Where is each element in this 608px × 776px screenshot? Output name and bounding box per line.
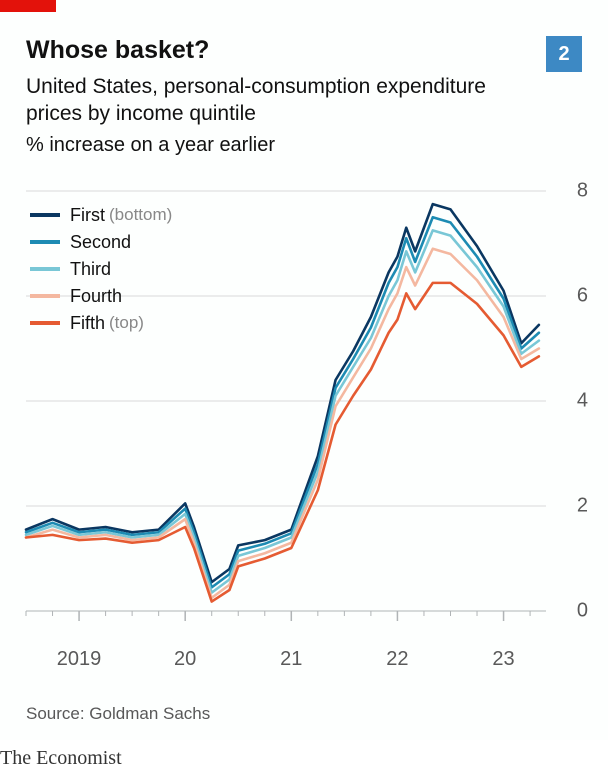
- legend-note: (bottom): [109, 205, 172, 225]
- legend: First (bottom) Second Third Fourth Fifth (to…: [30, 205, 172, 340]
- chart-units: % increase on a year earlier: [26, 134, 582, 157]
- legend-swatch: [30, 213, 60, 217]
- publisher-credit: The Economist: [0, 747, 122, 770]
- legend-item: First (bottom): [30, 205, 172, 226]
- x-tick-label: 20: [174, 648, 196, 671]
- y-tick-label: 8: [577, 179, 588, 202]
- x-tick-label: 21: [280, 648, 302, 671]
- legend-item: Third: [30, 259, 172, 280]
- chart-subtitle: United States, personal-consumption expe…: [26, 73, 506, 128]
- legend-label: Fifth: [70, 313, 105, 334]
- legend-swatch: [30, 321, 60, 325]
- x-tick-label: 2019: [57, 648, 102, 671]
- y-tick-label: 4: [577, 389, 588, 412]
- legend-label: First: [70, 205, 105, 226]
- y-tick-label: 2: [577, 494, 588, 517]
- legend-item: Second: [30, 232, 172, 253]
- legend-swatch: [30, 267, 60, 271]
- legend-note: (top): [109, 313, 144, 333]
- y-tick-label: 6: [577, 284, 588, 307]
- legend-item: Fifth (top): [30, 313, 172, 334]
- y-tick-label: 0: [577, 599, 588, 622]
- brand-tab: [0, 0, 56, 12]
- plot-area: First (bottom) Second Third Fourth Fifth (to…: [0, 181, 608, 641]
- chart-card: 2 Whose basket? United States, personal-…: [0, 0, 608, 740]
- header: 2 Whose basket? United States, personal-…: [0, 12, 608, 157]
- legend-swatch: [30, 240, 60, 244]
- legend-item: Fourth: [30, 286, 172, 307]
- legend-label: Second: [70, 232, 131, 253]
- legend-label: Fourth: [70, 286, 122, 307]
- x-tick-label: 22: [386, 648, 408, 671]
- chart-number-badge: 2: [546, 36, 582, 72]
- x-tick-label: 23: [492, 648, 514, 671]
- legend-label: Third: [70, 259, 111, 280]
- chart-source: Source: Goldman Sachs: [26, 704, 210, 724]
- legend-swatch: [30, 294, 60, 298]
- chart-title: Whose basket?: [26, 36, 582, 65]
